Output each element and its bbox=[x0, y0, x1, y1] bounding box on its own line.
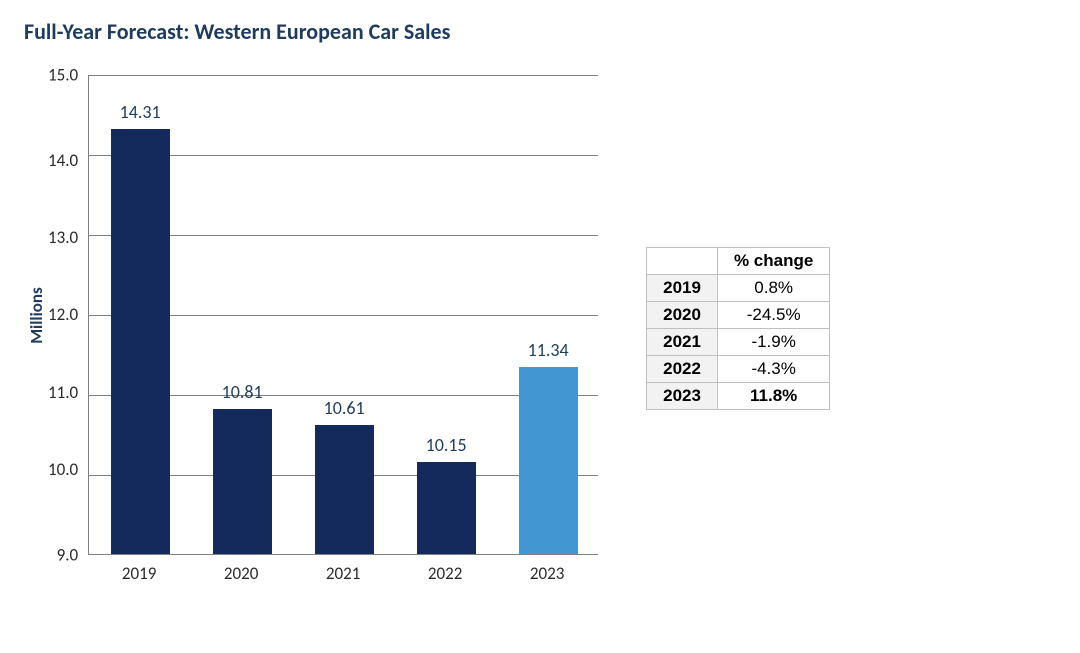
x-tick-label: 2021 bbox=[292, 563, 394, 584]
chart-zone: Millions 15.014.013.012.011.010.09.0 14.… bbox=[24, 75, 598, 584]
bar: 14.31 bbox=[111, 129, 170, 554]
table-header-change: % change bbox=[717, 248, 829, 275]
table-row: 2022-4.3% bbox=[647, 356, 830, 383]
table-year-cell: 2023 bbox=[647, 383, 718, 410]
bar: 10.15 bbox=[417, 462, 476, 554]
bar: 10.81 bbox=[213, 409, 272, 554]
y-tick-label: 15.0 bbox=[48, 67, 78, 84]
plot-column: 14.3110.8110.6110.1511.34 20192020202120… bbox=[88, 75, 598, 584]
y-axis-ticks: 15.014.013.012.011.010.09.0 bbox=[48, 75, 88, 555]
bar-value-label: 10.61 bbox=[315, 397, 374, 419]
table-change-cell: 11.8% bbox=[717, 383, 829, 410]
content-row: Millions 15.014.013.012.011.010.09.0 14.… bbox=[24, 75, 1056, 584]
y-axis-label-container: Millions bbox=[24, 75, 48, 555]
x-tick-label: 2020 bbox=[190, 563, 292, 584]
x-tick-label: 2023 bbox=[496, 563, 598, 584]
y-tick-label: 10.0 bbox=[48, 461, 78, 478]
bar: 11.34 bbox=[519, 367, 578, 554]
bar-value-label: 10.15 bbox=[417, 434, 476, 456]
gridline bbox=[89, 75, 598, 76]
x-tick-label: 2019 bbox=[88, 563, 190, 584]
table-change-cell: -24.5% bbox=[717, 302, 829, 329]
y-tick-label: 14.0 bbox=[48, 152, 78, 169]
table-year-cell: 2020 bbox=[647, 302, 718, 329]
table-year-cell: 2022 bbox=[647, 356, 718, 383]
table-year-cell: 2021 bbox=[647, 329, 718, 356]
table-row: 2020-24.5% bbox=[647, 302, 830, 329]
percent-change-table: % change 20190.8%2020-24.5%2021-1.9%2022… bbox=[646, 247, 830, 410]
root: Full-Year Forecast: Western European Car… bbox=[0, 0, 1080, 653]
table-row: 20190.8% bbox=[647, 275, 830, 302]
bar-value-label: 11.34 bbox=[519, 339, 578, 361]
y-tick-label: 13.0 bbox=[48, 229, 78, 246]
bar: 10.61 bbox=[315, 425, 374, 554]
y-tick-label: 12.0 bbox=[48, 306, 78, 323]
page-title: Full-Year Forecast: Western European Car… bbox=[24, 18, 1056, 45]
y-tick-label: 11.0 bbox=[48, 384, 78, 401]
y-axis-label: Millions bbox=[26, 287, 47, 344]
table-row: 202311.8% bbox=[647, 383, 830, 410]
plot-area: 14.31 10.81 10.61 10.15 11.34 bbox=[88, 75, 598, 555]
table-change-cell: -4.3% bbox=[717, 356, 829, 383]
table-change-cell: -1.9% bbox=[717, 329, 829, 356]
table-row: 2021-1.9% bbox=[647, 329, 830, 356]
x-tick-label: 2022 bbox=[394, 563, 496, 584]
table-change-cell: 0.8% bbox=[717, 275, 829, 302]
bar-value-label: 14.31 bbox=[111, 101, 170, 123]
table-header-row: % change bbox=[647, 248, 830, 275]
bar-value-label: 10.81 bbox=[213, 381, 272, 403]
y-tick-label: 9.0 bbox=[48, 546, 78, 563]
x-axis-ticks: 20192020202120222023 bbox=[88, 563, 598, 584]
table-header-blank bbox=[647, 248, 718, 275]
table-year-cell: 2019 bbox=[647, 275, 718, 302]
